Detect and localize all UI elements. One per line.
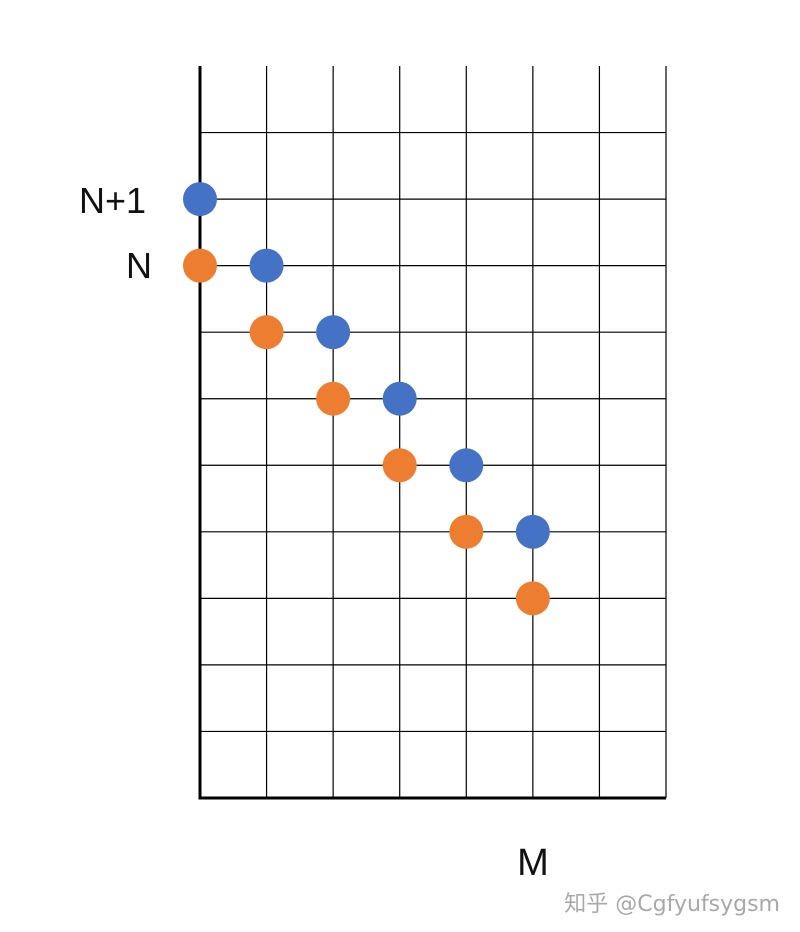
blue-point-3 — [382, 381, 417, 416]
orange-point-2 — [316, 381, 351, 416]
axes — [198, 66, 666, 800]
diagonal-points — [183, 182, 550, 616]
blue-point-4 — [449, 448, 484, 483]
orange-point-5 — [515, 581, 550, 616]
axis-label-m: M — [517, 842, 549, 884]
blue-point-1 — [249, 248, 284, 283]
orange-point-1 — [249, 315, 284, 350]
orange-point-4 — [449, 514, 484, 549]
blue-point-0 — [183, 182, 217, 217]
row-label-n: N — [126, 245, 152, 286]
watermark: 知乎 @Cgfyufsygsm — [564, 892, 780, 917]
blue-point-5 — [515, 514, 550, 549]
blue-point-2 — [316, 315, 351, 350]
grid-lines — [200, 66, 667, 798]
orange-point-0 — [183, 248, 217, 283]
row-label-n-plus-1: N+1 — [79, 180, 146, 221]
orange-point-3 — [382, 448, 417, 483]
